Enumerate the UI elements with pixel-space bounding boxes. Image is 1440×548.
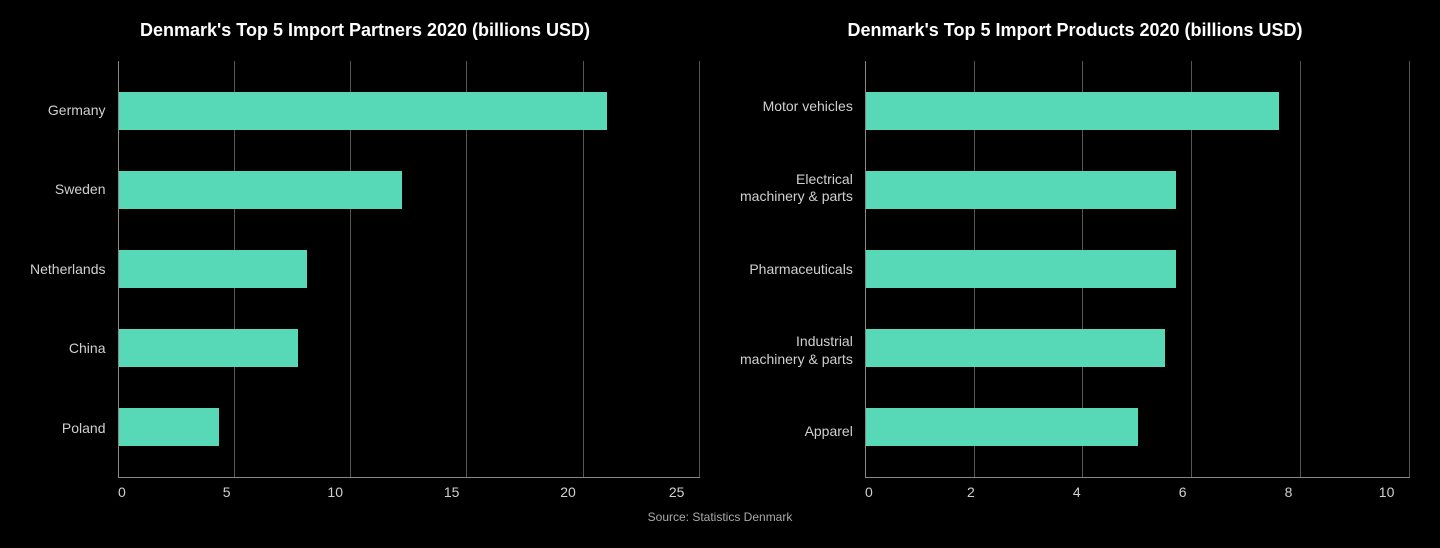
bar [866, 408, 1138, 446]
chart-title: Denmark's Top 5 Import Products 2020 (bi… [740, 20, 1410, 41]
y-axis-label: Poland [30, 420, 106, 438]
y-axis-label: Apparel [740, 423, 853, 441]
chart-panel-products: Denmark's Top 5 Import Products 2020 (bi… [740, 20, 1410, 500]
bars-group [866, 61, 1410, 477]
x-axis-tick: 8 [1285, 484, 1293, 500]
bar [866, 329, 1165, 367]
x-axis-ticks: 0 5 10 15 20 25 [118, 484, 700, 500]
y-axis-label: Pharmaceuticals [740, 261, 853, 279]
source-attribution: Source: Statistics Denmark [0, 510, 1440, 524]
x-axis: 0 5 10 15 20 25 [30, 484, 700, 500]
x-axis-tick: 10 [327, 484, 343, 500]
x-axis-tick: 4 [1073, 484, 1081, 500]
bar [119, 329, 298, 367]
y-axis-labels: Germany Sweden Netherlands China Poland [30, 61, 118, 478]
y-axis-labels: Motor vehicles Electrical machinery & par… [740, 61, 865, 478]
bar [119, 92, 607, 130]
y-axis-label: Industrial machinery & parts [740, 333, 853, 368]
x-axis-tick: 0 [118, 484, 126, 500]
x-axis-tick: 25 [669, 484, 685, 500]
x-axis-tick: 5 [223, 484, 231, 500]
y-axis-label: Sweden [30, 181, 106, 199]
chart-panel-partners: Denmark's Top 5 Import Partners 2020 (bi… [30, 20, 700, 500]
plot-area [865, 61, 1410, 478]
bars-group [119, 61, 701, 477]
y-axis-label: Germany [30, 102, 106, 120]
plot-area [118, 61, 701, 478]
chart-body: Motor vehicles Electrical machinery & par… [740, 61, 1410, 478]
bar [119, 171, 403, 209]
x-axis-tick: 20 [560, 484, 576, 500]
bar [866, 92, 1280, 130]
x-axis-tick: 15 [444, 484, 460, 500]
y-axis-label: Netherlands [30, 261, 106, 279]
x-axis-ticks: 0 2 4 6 8 10 [865, 484, 1410, 500]
y-axis-label: Motor vehicles [740, 98, 853, 116]
chart-body: Germany Sweden Netherlands China Poland [30, 61, 700, 478]
x-axis-tick: 6 [1179, 484, 1187, 500]
bar [866, 250, 1176, 288]
bar [866, 171, 1176, 209]
y-axis-label: China [30, 340, 106, 358]
x-axis-tick: 0 [865, 484, 873, 500]
charts-container: Denmark's Top 5 Import Partners 2020 (bi… [0, 0, 1440, 510]
y-axis-label: Electrical machinery & parts [740, 171, 853, 206]
bar [119, 408, 219, 446]
chart-title: Denmark's Top 5 Import Partners 2020 (bi… [30, 20, 700, 41]
x-axis-tick: 2 [967, 484, 975, 500]
x-axis-tick: 10 [1379, 484, 1395, 500]
bar [119, 250, 307, 288]
x-axis: 0 2 4 6 8 10 [740, 484, 1410, 500]
